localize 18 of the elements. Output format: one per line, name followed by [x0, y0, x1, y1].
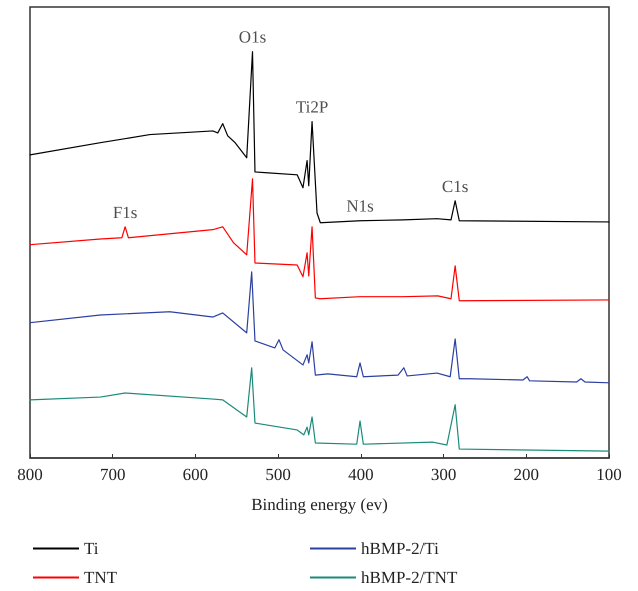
annotation: C1s	[442, 176, 468, 196]
x-tick-label: 800	[17, 465, 43, 484]
x-axis-title: Binding energy (ev)	[251, 495, 388, 514]
legend-label: TNT	[84, 568, 118, 587]
x-tick-label: 500	[265, 465, 291, 484]
x-tick-label: 100	[596, 465, 622, 484]
legend-label: Ti	[84, 539, 99, 558]
x-tick-label: 300	[430, 465, 456, 484]
annotation: Ti2P	[296, 98, 328, 117]
annotation: O1s	[238, 28, 266, 47]
x-tick-label: 200	[514, 465, 540, 484]
x-tick-label: 700	[100, 465, 126, 484]
x-tick-label: 600	[182, 465, 208, 484]
annotation: N1s	[346, 196, 374, 216]
x-tick-label: 400	[348, 465, 374, 484]
legend-label: hBMP-2/TNT	[361, 568, 458, 587]
legend-label: hBMP-2/Ti	[361, 539, 440, 558]
annotation: F1s	[112, 202, 138, 222]
